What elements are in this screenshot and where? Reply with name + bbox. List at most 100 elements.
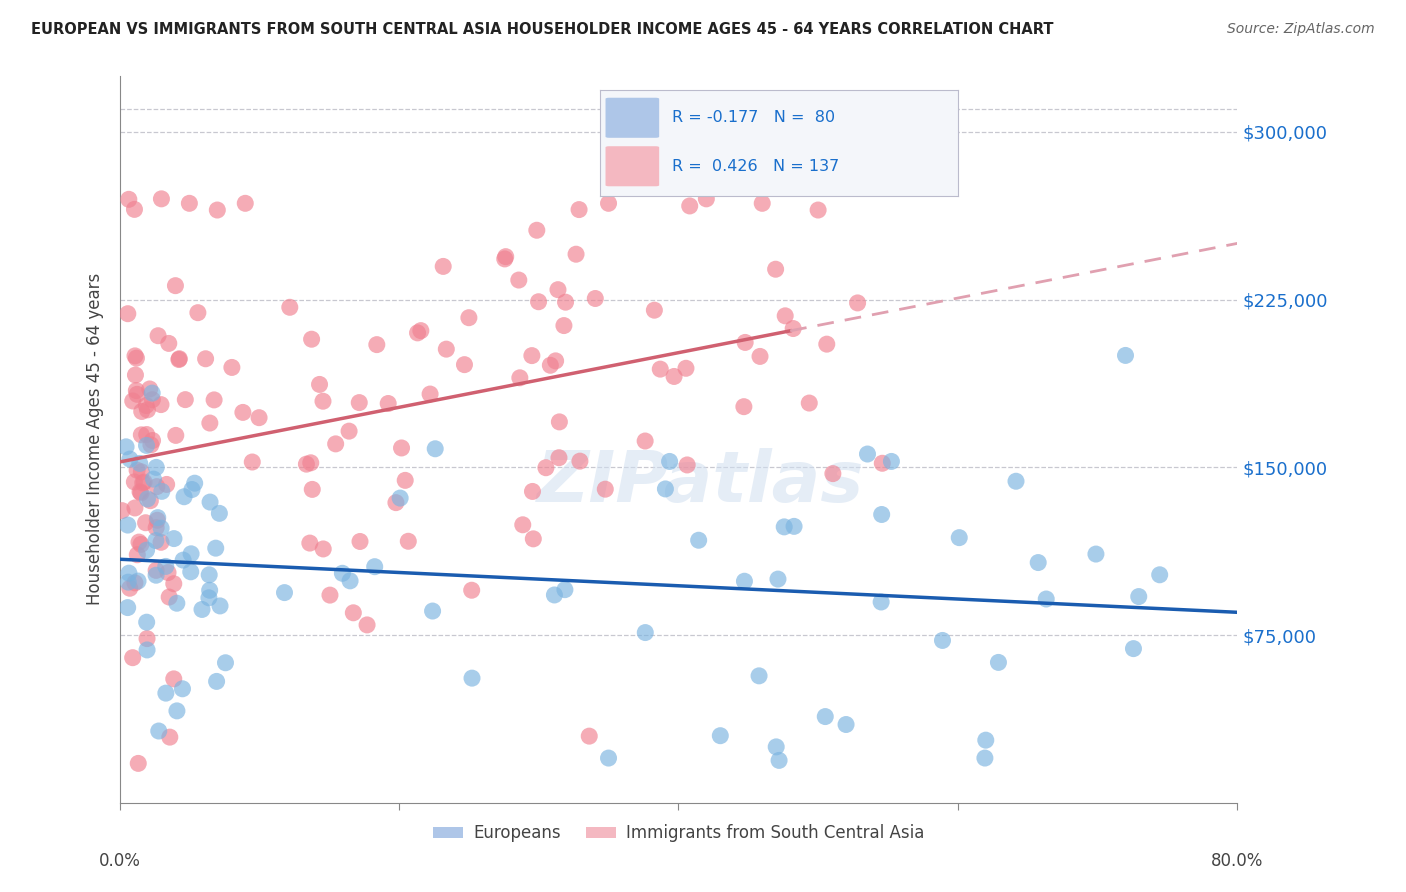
Point	[634, 434, 657, 448]
Point	[136, 402, 159, 417]
Point	[191, 602, 214, 616]
Point	[146, 513, 169, 527]
Point	[163, 532, 186, 546]
Point	[180, 547, 202, 561]
Point	[301, 483, 323, 497]
Point	[121, 650, 143, 665]
Point	[406, 326, 429, 340]
Point	[169, 351, 191, 366]
Point	[146, 510, 169, 524]
Point	[332, 566, 354, 581]
Point	[124, 368, 146, 382]
Point	[815, 337, 838, 351]
Point	[547, 283, 569, 297]
Point	[299, 456, 322, 470]
Point	[148, 724, 170, 739]
Point	[232, 405, 254, 419]
Point	[434, 342, 457, 356]
Point	[129, 486, 152, 500]
Point	[948, 531, 970, 545]
Point	[534, 460, 557, 475]
Point	[163, 576, 186, 591]
Point	[157, 566, 180, 580]
Point	[198, 591, 221, 605]
Point	[183, 476, 205, 491]
Point	[548, 415, 571, 429]
Point	[198, 567, 221, 582]
Point	[583, 292, 606, 306]
Point	[174, 392, 197, 407]
Point	[709, 729, 731, 743]
Point	[156, 477, 179, 491]
Point	[128, 457, 150, 471]
Point	[150, 484, 173, 499]
Point	[364, 559, 387, 574]
Point	[180, 565, 202, 579]
Point	[520, 349, 543, 363]
Point	[146, 328, 169, 343]
Point	[733, 400, 755, 414]
Point	[194, 351, 217, 366]
Point	[127, 463, 149, 477]
Point	[157, 336, 180, 351]
Point	[512, 517, 534, 532]
Point	[124, 575, 146, 590]
Point	[198, 495, 221, 509]
Point	[214, 656, 236, 670]
Point	[783, 519, 806, 533]
Point	[135, 427, 157, 442]
Point	[734, 335, 756, 350]
Point	[208, 599, 231, 613]
Point	[1005, 475, 1028, 489]
Point	[654, 482, 676, 496]
Point	[165, 278, 187, 293]
Point	[131, 404, 153, 418]
Point	[150, 521, 173, 535]
Point	[751, 196, 773, 211]
Point	[821, 467, 844, 481]
Point	[522, 532, 544, 546]
Point	[782, 321, 804, 335]
Point	[150, 398, 173, 412]
Point	[765, 262, 787, 277]
Point	[117, 575, 139, 590]
Point	[765, 739, 787, 754]
Point	[155, 686, 177, 700]
Point	[856, 447, 879, 461]
Point	[166, 596, 188, 610]
Text: Source: ZipAtlas.com: Source: ZipAtlas.com	[1227, 22, 1375, 37]
Point	[568, 202, 591, 217]
Point	[773, 309, 796, 323]
Point	[578, 729, 600, 743]
Point	[337, 424, 360, 438]
Point	[544, 354, 567, 368]
Point	[1026, 556, 1049, 570]
Point	[111, 503, 134, 517]
Point	[527, 294, 550, 309]
Point	[834, 151, 856, 165]
Point	[207, 202, 229, 217]
Point	[356, 618, 378, 632]
Point	[339, 574, 361, 588]
Point	[342, 606, 364, 620]
Point	[308, 377, 330, 392]
Point	[565, 247, 588, 261]
Point	[799, 396, 821, 410]
Point	[987, 656, 1010, 670]
Point	[155, 559, 177, 574]
Point	[117, 600, 139, 615]
Point	[138, 382, 160, 396]
Point	[136, 643, 159, 657]
Point	[461, 671, 484, 685]
Point	[814, 709, 837, 723]
Point	[872, 456, 894, 470]
Point	[125, 384, 148, 398]
Point	[127, 548, 149, 562]
Point	[173, 490, 195, 504]
Point	[198, 583, 221, 598]
Text: 80.0%: 80.0%	[1211, 852, 1264, 870]
Point	[135, 543, 157, 558]
Point	[172, 681, 194, 696]
Point	[312, 394, 335, 409]
Point	[675, 361, 697, 376]
